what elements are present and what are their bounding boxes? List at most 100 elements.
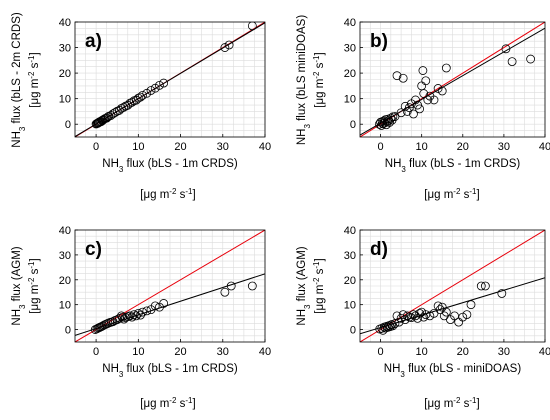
panels: 0 10 20 30 40 0 10 20 30 40 a) NH3 flux (bLS - 1m C… [11, 12, 550, 410]
data-point [418, 66, 428, 75]
y-tick-label: 10 [59, 94, 71, 106]
data-points [375, 281, 507, 335]
y-axis-unit: [μg m-2 s-1] [27, 258, 42, 313]
data-point [437, 86, 447, 96]
data-point [435, 305, 445, 315]
y-axis-label: NH3 flux (bLS miniDOAS) [296, 15, 312, 146]
x-axis-label: NH3 flux (bLS - 1m CRDS) [102, 158, 238, 174]
panel-b: 0 10 20 30 40 0 10 20 30 40 b) NH3 flux (bLS - 1m C… [296, 15, 550, 201]
data-point [385, 118, 395, 127]
x-tick-label: 30 [498, 141, 510, 153]
panel-label: b) [370, 31, 388, 52]
data-point [400, 101, 410, 111]
y-axis-label: NH3 flux (AGM) [296, 246, 312, 325]
data-point [136, 310, 145, 320]
x-tick-label: 30 [217, 141, 229, 153]
y-tick-label: 40 [344, 17, 356, 29]
data-point [119, 102, 128, 112]
data-point [247, 22, 257, 31]
x-tick-label: 30 [498, 346, 510, 358]
y-tick-label: 40 [344, 225, 356, 237]
data-point [480, 281, 490, 291]
x-tick-label: 20 [174, 346, 186, 358]
data-point [413, 313, 422, 323]
data-point [133, 308, 143, 318]
y-tick-label: 30 [59, 43, 71, 55]
data-point [224, 40, 234, 50]
data-point [127, 97, 137, 107]
data-point [220, 43, 230, 52]
data-point [415, 104, 425, 114]
y-axis-unit: [μg m-2 s-1] [27, 52, 42, 107]
x-tick-label: 40 [539, 346, 550, 358]
data-point [386, 113, 396, 123]
x-tick-label: 40 [539, 141, 550, 153]
y-tick-label: 0 [350, 325, 356, 337]
y-tick-label: 40 [59, 225, 71, 237]
data-point [142, 306, 152, 316]
x-axis-label: NH3 flux (bLS - 1m CRDS) [102, 363, 238, 379]
data-point [406, 313, 416, 323]
data-point [102, 113, 112, 123]
y-tick-label: 0 [65, 119, 71, 131]
axis-frame [74, 21, 266, 138]
data-point [125, 311, 135, 321]
panel-label: d) [370, 239, 388, 260]
y-axis-label-group: NH3 flux (bLS miniDOAS) [296, 15, 312, 146]
data-point [398, 310, 408, 320]
x-tick-label: 20 [174, 141, 186, 153]
data-point [129, 310, 139, 320]
y-axis-unit: [μg m-2 s-1] [312, 52, 327, 107]
y-axis-label-group: NH3 flux (AGM) [296, 246, 312, 325]
x-tick-label: 10 [132, 346, 144, 358]
panel-label: a) [85, 31, 102, 52]
x-tick-label: 10 [132, 141, 144, 153]
x-axis-unit: [μg m-2 s-1] [424, 187, 479, 202]
y-tick-label: 30 [344, 250, 356, 262]
one-to-one-line [75, 230, 265, 342]
y-tick-label: 0 [350, 119, 356, 131]
y-tick-label: 30 [59, 250, 71, 262]
data-point [136, 92, 145, 102]
data-point [117, 311, 126, 321]
data-points [91, 22, 257, 129]
x-tick-label: 0 [377, 141, 383, 153]
y-tick-label: 40 [59, 17, 71, 29]
data-point [150, 301, 160, 311]
y-tick-label: 20 [344, 68, 356, 80]
y-tick-label: 20 [59, 275, 71, 287]
x-tick-label: 40 [259, 141, 271, 153]
data-points [374, 44, 536, 130]
data-point [398, 73, 408, 83]
data-point [441, 307, 451, 317]
data-point [127, 312, 137, 322]
y-axis-label: NH3 flux (bLS - 2m CRDS) [11, 12, 27, 148]
axis-frame [74, 229, 266, 343]
data-point [450, 311, 459, 321]
y-tick-label: 10 [344, 300, 356, 312]
y-axis-label: NH3 flux (AGM) [11, 246, 27, 325]
x-tick-label: 20 [457, 346, 469, 358]
data-point [526, 54, 536, 64]
y-axis-unit: [μg m-2 s-1] [312, 258, 327, 313]
y-tick-label: 10 [344, 94, 356, 106]
data-point [392, 71, 402, 81]
y-axis-unit-group: [μg m-2 s-1] [312, 258, 327, 313]
panel-d: 0 10 20 30 40 0 10 20 30 40 d) NH3 flux (bLS - mini… [296, 225, 550, 410]
x-axis-label: NH3 flux (bLS - 1m CRDS) [385, 158, 521, 174]
panel-a: 0 10 20 30 40 0 10 20 30 40 a) NH3 flux (bLS - 1m C… [11, 12, 271, 201]
data-point [159, 299, 169, 308]
data-point [159, 78, 169, 88]
data-point [497, 289, 507, 298]
data-point [121, 313, 131, 323]
data-point [462, 310, 472, 320]
data-points [90, 281, 257, 334]
axis-frame [359, 229, 546, 343]
data-point [419, 89, 429, 98]
x-tick-label: 0 [93, 141, 99, 153]
y-tick-label: 20 [59, 68, 71, 80]
y-axis-unit-group: [μg m-2 s-1] [27, 52, 42, 107]
data-point [409, 109, 418, 119]
x-tick-label: 0 [93, 346, 99, 358]
